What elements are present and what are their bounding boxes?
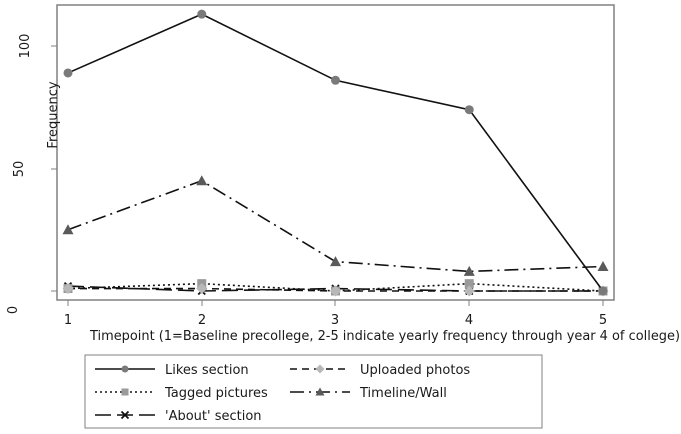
triangle-marker (330, 256, 341, 267)
circle-marker (464, 105, 474, 115)
triangle-marker (597, 261, 609, 271)
diamond-marker (330, 285, 341, 297)
legend-item: 'About' section (95, 409, 262, 424)
y-axis: 0 50 100 Frequency (6, 34, 61, 315)
legend: Likes section Uploaded photos Tagged pictu… (84, 354, 543, 429)
square-legend-icon (121, 388, 129, 396)
series-layer (62, 9, 609, 297)
circle-legend-icon (121, 365, 129, 373)
triangle-marker (463, 265, 475, 276)
diamond-legend-icon (315, 364, 325, 374)
circle-marker (63, 68, 73, 78)
x-tick-label: 2 (198, 313, 206, 328)
legend-label: Likes section (165, 363, 249, 378)
legend-label: 'About' section (165, 409, 262, 424)
x-axis: 1 2 3 4 5 Timepoint (1=Baseline precolle… (64, 300, 680, 344)
triangle-legend-icon (315, 387, 325, 396)
legend-label: Tagged pictures (164, 386, 268, 401)
x-tick-label: 4 (465, 313, 473, 328)
legend-item: Uploaded photos (290, 363, 470, 378)
y-axis-title: Frequency (46, 81, 61, 148)
x-tick-label: 5 (599, 313, 607, 328)
diamond-marker (196, 283, 208, 295)
triangle-marker (196, 175, 208, 186)
series-timeline-wall (62, 175, 609, 276)
circle-marker (331, 75, 340, 85)
legend-box (84, 354, 543, 429)
diamond-marker (463, 285, 475, 297)
x-legend-icon (120, 410, 130, 420)
circle-marker (197, 9, 207, 19)
legend-item: Tagged pictures (95, 386, 268, 401)
y-tick-label: 0 (6, 306, 21, 314)
square-marker (464, 279, 474, 289)
x-tick-label: 3 (331, 313, 339, 328)
circle-marker (598, 286, 608, 296)
plot-area (56, 4, 615, 301)
legend-label: Timeline/Wall (359, 386, 447, 401)
diamond-marker (62, 283, 74, 295)
y-tick-label: 50 (12, 161, 27, 178)
x-axis-title: Timepoint (1=Baseline precollege, 2-5 in… (89, 329, 680, 344)
y-tick-label: 100 (18, 34, 33, 59)
series-likes-section (63, 9, 608, 296)
legend-item: Timeline/Wall (290, 386, 447, 401)
legend-label: Uploaded photos (360, 363, 470, 378)
legend-item: Likes section (95, 363, 249, 378)
x-tick-label: 1 (64, 313, 72, 328)
triangle-marker (62, 224, 74, 235)
